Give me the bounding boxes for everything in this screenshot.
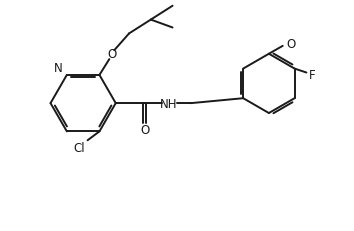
Text: O: O <box>108 47 117 61</box>
Text: O: O <box>140 124 149 137</box>
Text: N: N <box>54 62 63 75</box>
Text: F: F <box>309 69 316 82</box>
Text: Cl: Cl <box>74 141 86 154</box>
Text: NH: NH <box>160 97 178 110</box>
Text: O: O <box>286 38 295 51</box>
